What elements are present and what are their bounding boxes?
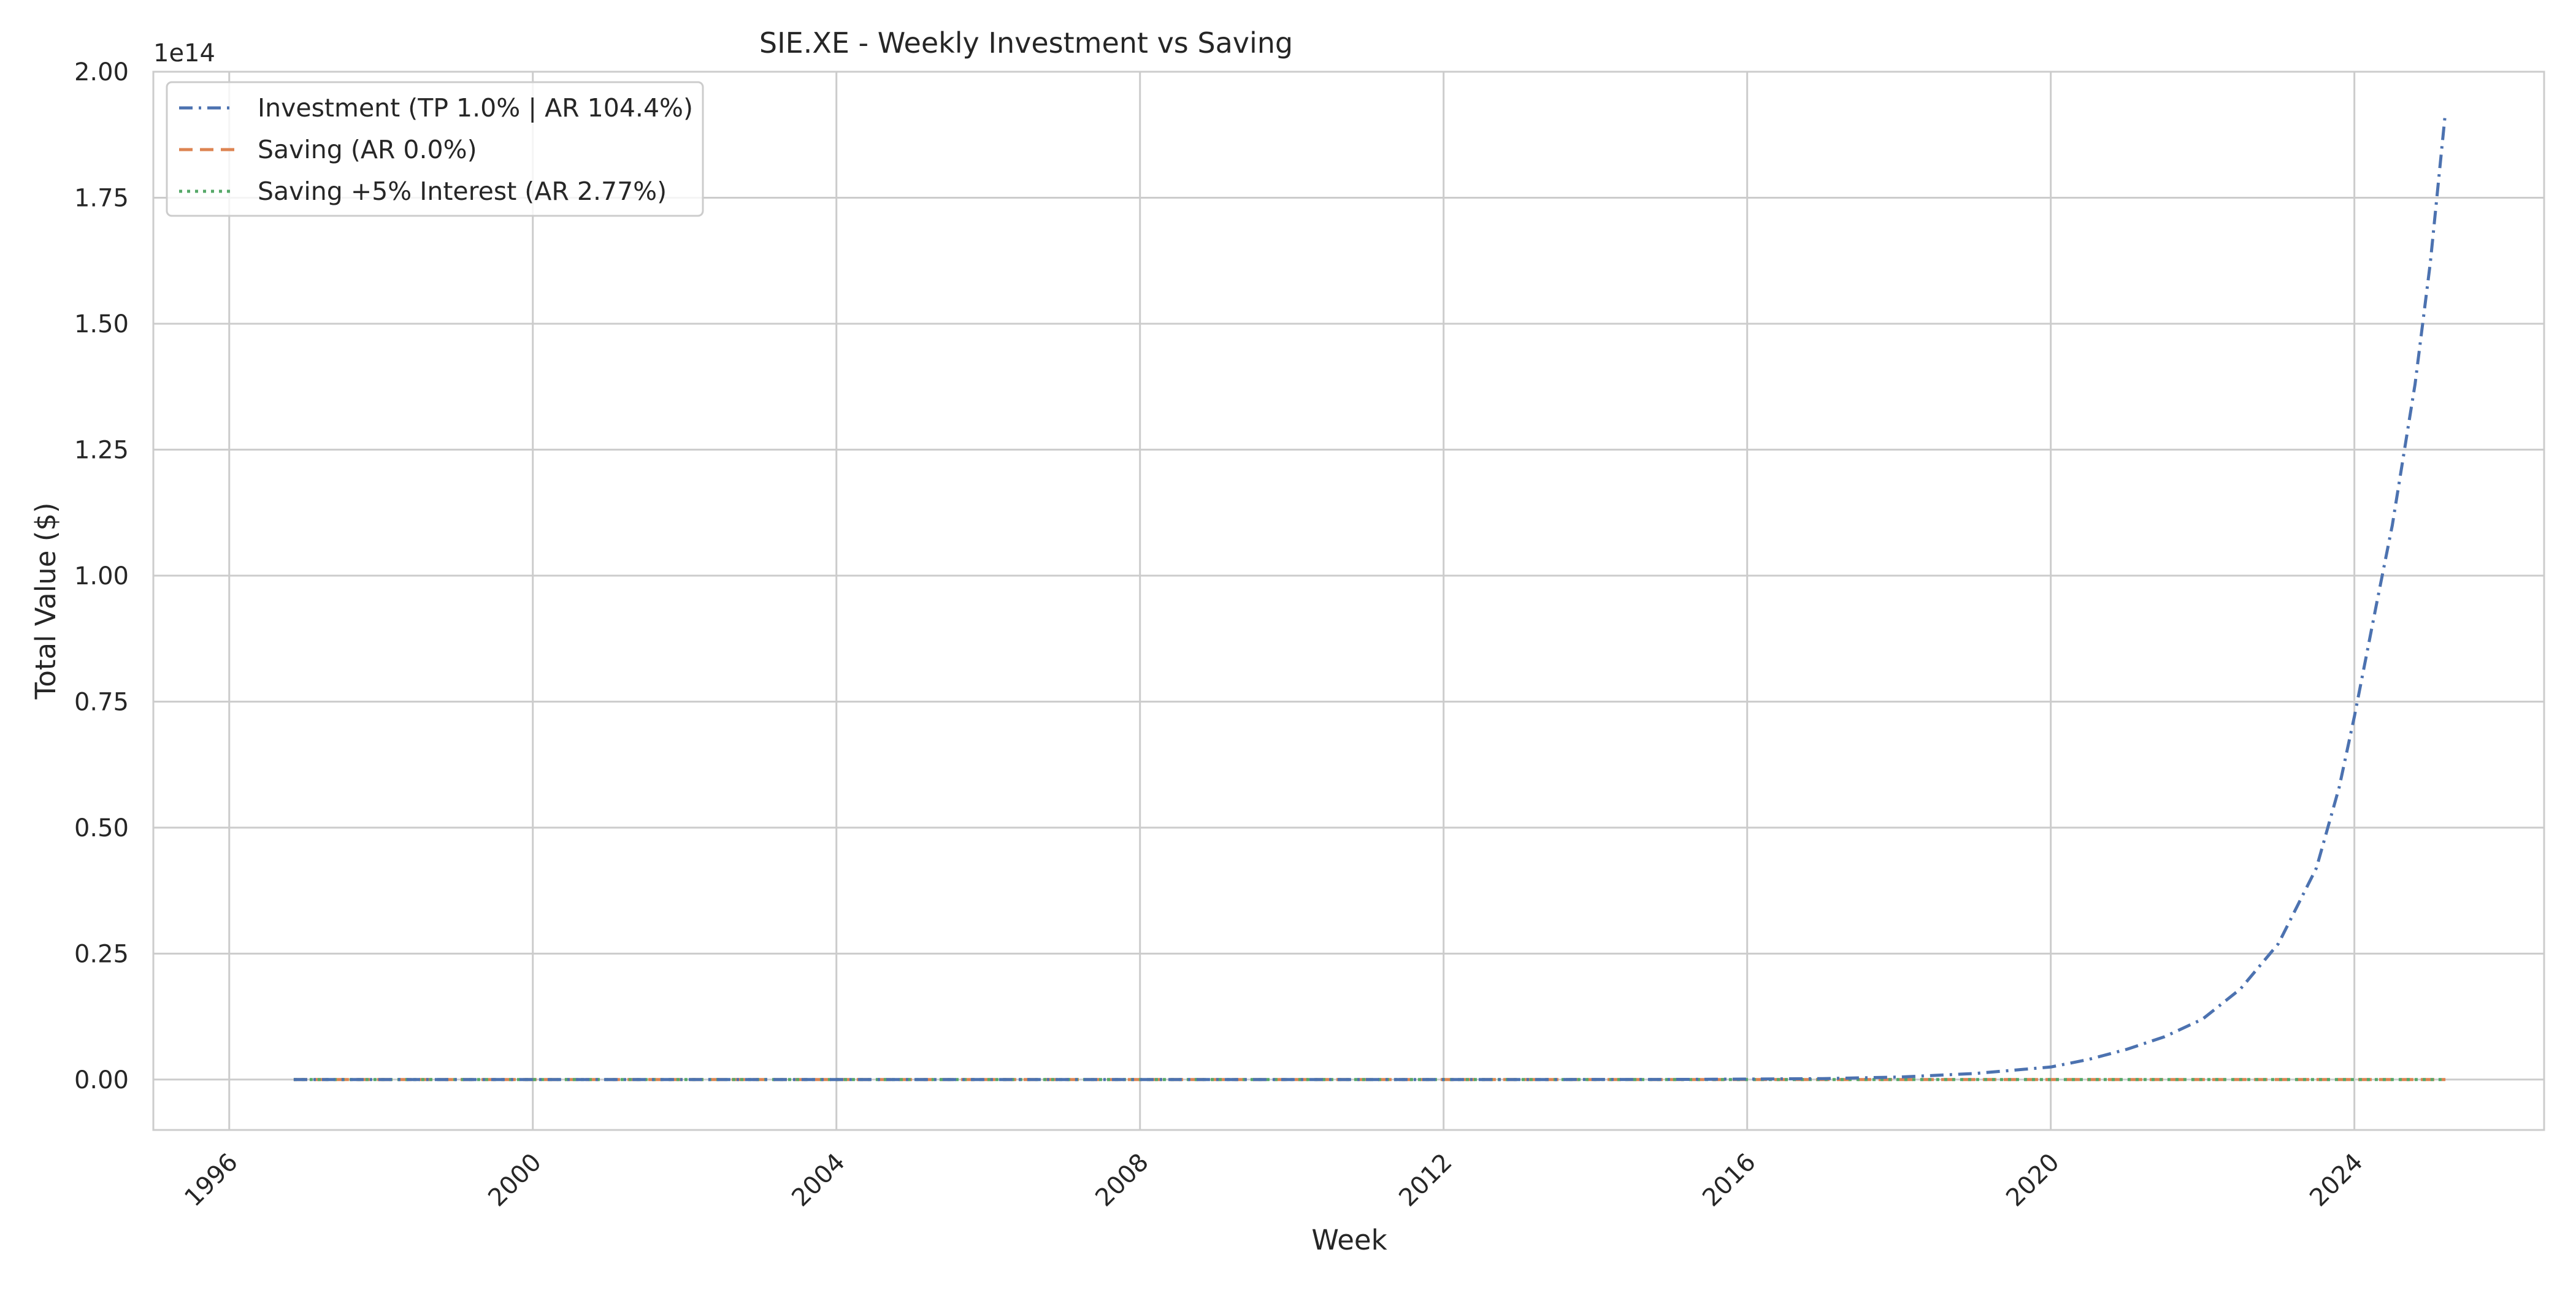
chart-title: SIE.XE - Weekly Investment vs Saving [759,26,1293,59]
y-tick-label: 1.50 [74,310,129,338]
legend-label: Saving +5% Interest (AR 2.77%) [258,177,667,206]
legend-entries: Investment (TP 1.0% | AR 104.4%) Saving (… [179,93,693,206]
x-axis-label: Week [1311,1224,1387,1256]
y-tick-label: 1.25 [74,436,129,464]
series-line-0 [293,112,2447,1082]
y-tick-label: 1.00 [74,562,129,590]
legend-label: Investment (TP 1.0% | AR 104.4%) [258,93,693,123]
legend-label: Saving (AR 0.0%) [258,135,477,164]
legend: Investment (TP 1.0% | AR 104.4%) Saving (… [166,81,704,217]
y-axis-ticks: 0.00 0.25 0.50 0.75 1.00 1.25 1.50 1.75 2.00 [74,58,129,1094]
y-tick-label: 1.75 [74,184,129,212]
y-axis-label: Total Value ($) [29,502,62,700]
y-tick-label: 0.00 [74,1066,129,1094]
legend-box [166,81,704,217]
plot-area-frame [152,71,2545,1131]
y-tick-label: 0.25 [74,940,129,968]
series-lines [293,112,2447,1082]
y-tick-label: 0.50 [74,814,129,842]
y-axis-offset-label: 1e14 [153,39,215,67]
y-tick-label: 0.75 [74,688,129,716]
y-tick-label: 2.00 [74,58,129,86]
